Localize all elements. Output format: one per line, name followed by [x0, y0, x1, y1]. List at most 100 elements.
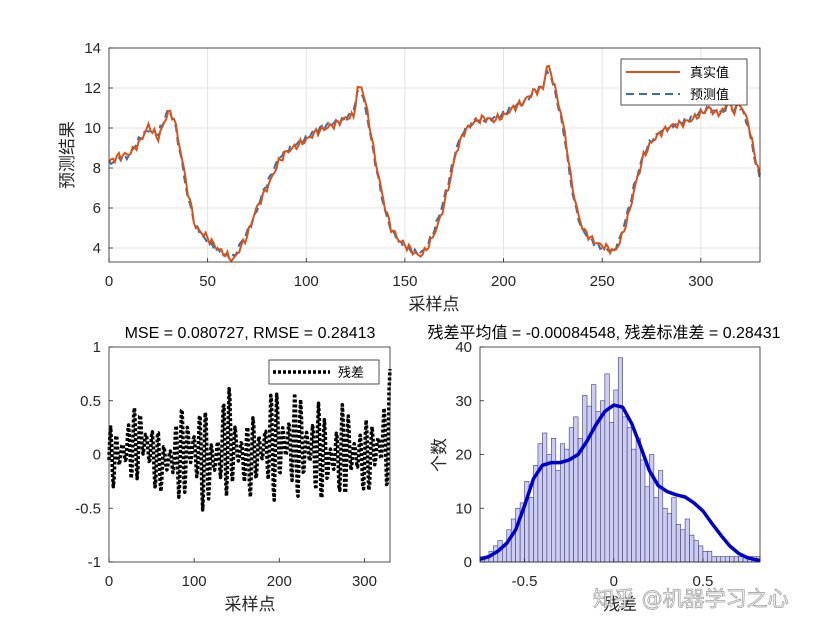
histogram-bar: [546, 454, 552, 563]
legend-label-predicted: 预测值: [690, 87, 729, 103]
histogram-bar: [613, 389, 619, 563]
residual-xlabel: 采样点: [225, 595, 276, 615]
prediction-y-tick-label: 6: [93, 200, 101, 217]
histogram-bar: [600, 400, 606, 563]
histogram-bar: [689, 534, 695, 563]
histogram-bar: [635, 438, 641, 563]
prediction-y-tick-label: 10: [84, 120, 101, 137]
histogram-ylabel: 个数: [430, 438, 450, 472]
residual-x-tick-label: 200: [267, 573, 292, 590]
histogram-bar: [631, 448, 637, 563]
histogram-x-tick-label: 0.5: [693, 573, 714, 590]
residual-series-line: [107, 368, 392, 512]
prediction-x-tick-label: 200: [491, 273, 516, 290]
histogram-title: 残差平均值 = -0.00084548, 残差标准差 = 0.28431: [427, 324, 780, 342]
residual-x-tick-label: 100: [182, 573, 207, 590]
residual-x-tick-label: 0: [105, 573, 113, 590]
prediction-legend-box: [620, 58, 748, 106]
histogram-bar: [724, 556, 730, 563]
histogram-bar: [640, 459, 646, 563]
histogram-bar: [617, 357, 623, 563]
histogram-bar: [680, 529, 686, 563]
histogram-bar: [707, 550, 713, 563]
histogram-bar: [595, 411, 601, 563]
density-curve: [479, 403, 761, 563]
histogram-bar: [644, 486, 650, 563]
residual-y-tick-label: -0.5: [75, 500, 101, 517]
histogram-bar: [537, 443, 543, 563]
histogram-y-tick-label: 10: [455, 500, 472, 517]
histogram-xlabel: 残差: [603, 595, 637, 615]
watermark: 知乎 @机器学习之心: [593, 587, 789, 611]
prediction-x-tick-label: 300: [688, 273, 713, 290]
histogram-bar: [586, 405, 592, 563]
histogram-bar: [528, 497, 534, 563]
histogram-bar: [716, 556, 722, 563]
prediction-xlabel: 采样点: [409, 295, 460, 315]
prediction-legend: 真实值 预测值: [620, 58, 748, 106]
histogram-bar: [622, 416, 628, 563]
histogram-y-tick-label: 30: [455, 393, 472, 410]
histogram-bar: [573, 416, 579, 563]
residual-series: [107, 368, 392, 512]
histogram-bar: [666, 513, 673, 563]
histogram-bar: [564, 448, 570, 563]
histogram-y-tick-label: 40: [455, 339, 472, 356]
histogram-bar: [698, 545, 704, 563]
prediction-y-tick-label: 4: [93, 240, 101, 257]
prediction-x-tick-label: 50: [199, 273, 216, 290]
histogram-bar: [591, 384, 597, 563]
residual-axes: MSE = 0.080727, RMSE = 0.28413 0 100 200 30…: [75, 325, 392, 615]
prediction-y-tick-label: 14: [84, 40, 101, 57]
actual-series-line: [108, 64, 761, 263]
histogram-bar: [702, 550, 708, 563]
prediction-ylabel: 预测结果: [58, 121, 78, 189]
prediction-ticks: 0 50 100 150 200 250 300 4 6 8 10 12 14: [84, 40, 713, 290]
histogram-bar: [555, 470, 561, 563]
residual-legend: 残差: [268, 359, 380, 385]
histogram-bar: [733, 556, 739, 563]
histogram-bar: [720, 556, 726, 563]
histogram-bar: [711, 556, 717, 563]
legend-label-residual: 残差: [338, 366, 364, 381]
prediction-x-tick-label: 150: [392, 273, 417, 290]
residual-y-tick-label: 0.5: [80, 393, 101, 410]
histogram-bar: [568, 427, 574, 563]
residual-y-tick-label: 1: [93, 339, 101, 356]
histogram-bar: [510, 518, 516, 563]
prediction-axes: 0 50 100 150 200 250 300 4 6 8 10 12 14 采样点 预测结果 真实值…: [58, 40, 761, 315]
histogram-bar: [604, 373, 610, 563]
residual-x-tick-label: 300: [352, 573, 377, 590]
histogram-bar: [608, 421, 615, 563]
prediction-x-tick-label: 0: [105, 273, 113, 290]
histogram-bar: [675, 524, 681, 563]
histogram-x-tick-label: 0: [610, 573, 618, 590]
histogram-bar: [662, 507, 668, 563]
histogram-bar: [582, 395, 588, 563]
histogram-bar: [653, 497, 659, 563]
residual-ticks: 0 100 200 300 -1 -0.5 0 0.5 1: [75, 339, 377, 590]
histogram-bar: [684, 518, 690, 563]
histogram-y-tick-label: 0: [464, 554, 472, 571]
histogram-bar: [542, 432, 548, 563]
legend-label-actual: 真实值: [690, 65, 729, 81]
histogram-bar: [577, 438, 583, 563]
histogram-x-tick-label: -0.5: [512, 573, 538, 590]
residual-y-tick-label: -1: [88, 554, 101, 571]
histogram-bar: [626, 427, 632, 563]
histogram-bar: [551, 438, 557, 563]
residual-title: MSE = 0.080727, RMSE = 0.28413: [125, 325, 376, 342]
prediction-x-tick-label: 100: [294, 273, 319, 290]
histogram-bar: [729, 556, 735, 563]
histogram-bar: [738, 556, 744, 563]
histogram-bar: [671, 497, 677, 563]
residual-y-tick-label: 0: [93, 447, 101, 464]
histogram-ticks: -0.5 0 0.5 0 10 20 30 40: [455, 339, 713, 590]
prediction-series: [108, 64, 761, 263]
histogram-axes: 残差平均值 = -0.00084548, 残差标准差 = 0.28431 -0.…: [427, 324, 780, 615]
prediction-x-tick-label: 250: [590, 273, 615, 290]
prediction-y-tick-label: 12: [84, 80, 101, 97]
density-curve-line: [479, 403, 761, 563]
prediction-y-tick-label: 8: [93, 160, 101, 177]
